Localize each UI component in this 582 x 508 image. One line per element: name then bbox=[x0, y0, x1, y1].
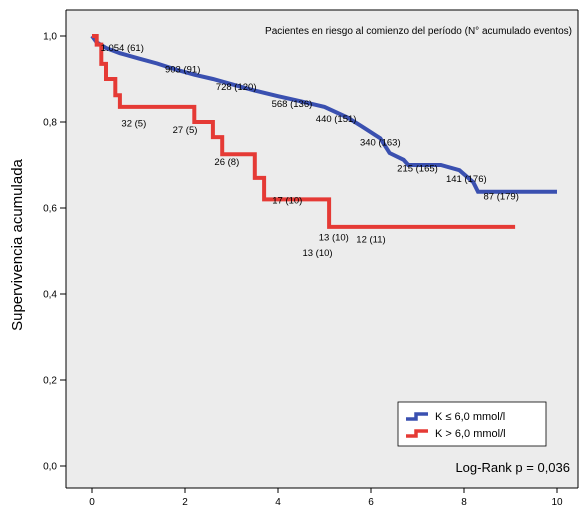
risk-annotation: 215 (165) bbox=[397, 163, 438, 174]
series-line-k-low bbox=[90, 34, 557, 194]
risk-annotation: 87 (179) bbox=[484, 191, 519, 202]
risk-annotation: 141 (176) bbox=[446, 174, 487, 185]
y-tick-label: 0,0 bbox=[43, 462, 57, 473]
legend-box bbox=[397, 401, 547, 447]
x-tick-label: 6 bbox=[368, 497, 374, 508]
y-ticks: 0,0 0,2 0,4 0,6 0,8 1,0 bbox=[43, 32, 66, 473]
risk-annotation: 728 (120) bbox=[216, 82, 257, 93]
y-tick-label: 0,4 bbox=[43, 290, 57, 301]
risk-annotation: 440 (151) bbox=[316, 114, 357, 125]
risk-annotation: 13 (10) bbox=[319, 232, 349, 243]
risk-annotation: 903 (91) bbox=[165, 65, 200, 76]
risk-annotation: 26 (8) bbox=[214, 157, 239, 168]
x-tick-label: 2 bbox=[182, 497, 188, 508]
risk-table-note: Pacientes en riesgo al comienzo del perí… bbox=[265, 26, 572, 37]
y-tick-label: 0,6 bbox=[43, 204, 57, 215]
y-axis-label: Supervivencia acumulada bbox=[9, 158, 26, 330]
series-layer bbox=[90, 34, 557, 229]
legend-swatch-k-low bbox=[406, 412, 428, 421]
logrank-text: Log-Rank p = 0,036 bbox=[455, 460, 570, 475]
risk-annotation: 17 (10) bbox=[272, 196, 302, 207]
risk-annotation: 13 (10) bbox=[302, 248, 332, 259]
x-tick-label: 10 bbox=[551, 497, 563, 508]
legend-label-k-high: K > 6,0 mmol/l bbox=[435, 428, 506, 440]
risk-annotation: 1.054 (61) bbox=[101, 43, 144, 54]
risk-annotation: 32 (5) bbox=[121, 118, 146, 129]
y-tick-label: 1,0 bbox=[43, 32, 57, 43]
risk-annotation: 568 (136) bbox=[272, 99, 313, 110]
x-ticks: 0 2 4 6 8 10 bbox=[89, 488, 563, 508]
x-tick-label: 8 bbox=[461, 497, 467, 508]
legend-swatch-k-high bbox=[406, 429, 428, 438]
y-tick-label: 0,8 bbox=[43, 118, 57, 129]
legend: K ≤ 6,0 mmol/l K > 6,0 mmol/l bbox=[397, 401, 547, 447]
legend-label-k-low: K ≤ 6,0 mmol/l bbox=[435, 411, 505, 423]
series-line-k-high bbox=[92, 34, 516, 229]
annotation-layer: 1.054 (61) 903 (91) 728 (120) 568 (136)440 … bbox=[101, 43, 519, 259]
risk-annotation: 340 (163) bbox=[360, 138, 401, 149]
x-tick-label: 0 bbox=[89, 497, 95, 508]
x-tick-label: 4 bbox=[275, 497, 281, 508]
risk-annotation: 12 (11) bbox=[356, 234, 385, 245]
y-tick-label: 0,2 bbox=[43, 376, 57, 387]
risk-annotation: 27 (5) bbox=[173, 125, 198, 136]
